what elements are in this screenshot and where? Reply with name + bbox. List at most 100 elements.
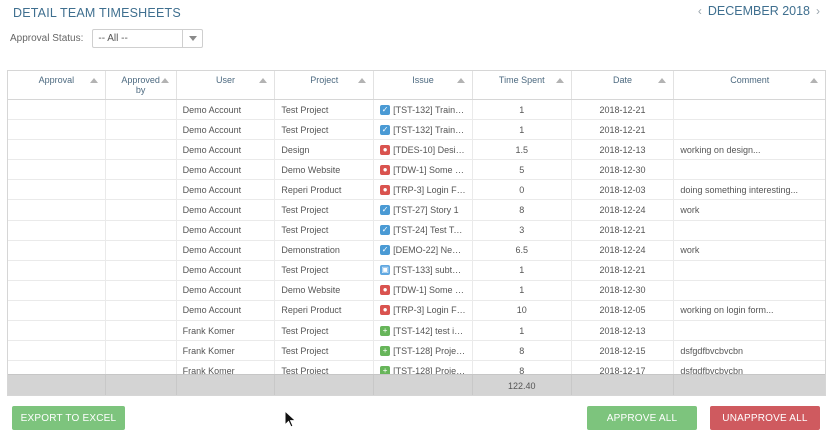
chevron-right-icon[interactable]: › — [816, 4, 820, 18]
cell-issue: ● [TRP-3] Login For... — [374, 180, 473, 200]
cell-issue: + [TST-128] Project ... — [374, 361, 473, 374]
cell-comment: dsfgdfbvcbvcbn — [680, 345, 743, 356]
cell-issue: ✓ [TST-27] Story 1 — [374, 200, 473, 220]
issue-link[interactable]: [TST-132] Training — [393, 124, 466, 135]
approval-status-select[interactable]: -- All -- — [92, 29, 204, 48]
column-header-approval[interactable]: Approval — [8, 71, 106, 99]
issue-link[interactable]: [TDW-1] Some wo... — [393, 164, 466, 175]
issue-link[interactable]: [TST-132] Training — [393, 104, 466, 115]
table-row[interactable]: Demo Account Demonstration ✓ [DEMO-22] New … — [8, 240, 825, 261]
cell-user: Demo Account — [177, 240, 276, 260]
cell-approval — [8, 240, 106, 260]
table-row[interactable]: Demo Account Test Project ▣ [TST-133] subta… — [8, 260, 825, 281]
cell-comment — [674, 221, 825, 240]
column-header-approved-by[interactable]: Approved by — [106, 71, 177, 99]
issue-link[interactable]: [TST-128] Project ... — [393, 365, 466, 374]
cell-user: Demo Account — [177, 220, 276, 240]
column-header-label: Approval — [38, 75, 75, 85]
cell-project: Design — [275, 140, 375, 160]
cell-approval — [8, 260, 106, 280]
cell-issue: ●[TDW-1] Some wo... — [374, 280, 473, 300]
table-body[interactable]: Demo Account Test Project ✓ [TST-132] Train… — [8, 100, 825, 374]
table-row[interactable]: Demo Account Reperi Product ● [TRP-3] Login… — [8, 180, 825, 201]
sort-icon[interactable] — [160, 78, 169, 83]
approval-status-label: Approval Status: — [10, 33, 84, 44]
column-header-comment[interactable]: Comment — [674, 71, 825, 99]
sort-icon[interactable] — [555, 78, 564, 83]
table-row[interactable]: Demo Account Demo Website ● [TDW-1] Some wo… — [8, 280, 825, 301]
issue-link[interactable]: [DEMO-22] New s... — [393, 245, 466, 256]
table-row[interactable]: Demo Account Test Project ✓ [TST-24] Test T… — [8, 220, 825, 241]
cell-project: Test Project — [275, 341, 375, 361]
column-header-label: Project — [310, 75, 339, 85]
issue-link[interactable]: [TDW-1] Some wo... — [393, 285, 466, 296]
table-row[interactable]: Demo Account Test Project ✓ [TST-27] Story … — [8, 200, 825, 221]
cell-approval — [8, 120, 106, 140]
cell-date: 2018-12-05 — [572, 300, 675, 321]
column-header-time[interactable]: Time Spent — [473, 71, 572, 99]
issue-link[interactable]: [TRP-3] Login For... — [393, 184, 466, 195]
column-header-user[interactable]: User — [177, 71, 276, 99]
cell-time: 8 — [473, 341, 572, 361]
table-row[interactable]: Frank Komer Test Project + [TST-128] Projec… — [8, 341, 825, 362]
export-to-excel-button[interactable]: EXPORT TO EXCEL — [12, 406, 125, 430]
task-icon: ✓ — [380, 104, 391, 115]
footer-cell-issue — [374, 375, 473, 395]
sort-icon[interactable] — [259, 78, 268, 83]
cell-comment — [674, 160, 825, 179]
issue-link[interactable]: [TRP-3] Login For... — [393, 305, 466, 316]
bug-icon: ● — [380, 164, 391, 175]
issue-link[interactable]: [TDES-10] Design ... — [393, 144, 466, 155]
task-icon: ✓ — [380, 225, 391, 236]
cell-approval — [8, 321, 106, 341]
table-row[interactable]: Demo Account Test Project ✓ [TST-132] Train… — [8, 100, 825, 121]
table-row[interactable]: Demo Account Demo Website ● [TDW-1] Some wo… — [8, 160, 825, 181]
table-row[interactable]: Frank Komer Test Project + [TST-128] Projec… — [8, 361, 825, 374]
table-row[interactable]: Frank Komer Test Project + [TST-142] test i… — [8, 321, 825, 342]
issue-link[interactable]: [TST-24] Test Task 3 — [393, 225, 466, 236]
cell-project: Test Project — [275, 220, 375, 240]
chevron-down-icon[interactable] — [182, 30, 202, 47]
sort-icon[interactable] — [89, 78, 98, 83]
column-header-label: Date — [613, 75, 633, 85]
issue-link[interactable]: [TST-128] Project ... — [393, 345, 466, 356]
month-label: DECEMBER 2018 — [707, 4, 810, 18]
column-header-date[interactable]: Date — [572, 71, 675, 99]
column-header-issue[interactable]: Issue — [374, 71, 473, 99]
cell-date: 2018-12-15 — [572, 341, 675, 361]
cell-time: 5 — [473, 160, 572, 180]
sort-icon[interactable] — [658, 78, 667, 83]
task-icon: ✓ — [380, 124, 391, 135]
cell-approved-by — [106, 240, 177, 260]
unapprove-all-button[interactable]: UNAPPROVE ALL — [710, 406, 820, 430]
issue-link[interactable]: [TST-133] subtask — [393, 265, 466, 276]
cell-approval — [8, 220, 106, 240]
cell-approval — [8, 160, 106, 180]
cell-date: 2018-12-13 — [572, 140, 675, 160]
cell-project: Reperi Product — [275, 300, 375, 321]
chevron-left-icon[interactable]: ‹ — [697, 4, 702, 18]
issue-link[interactable]: [TST-27] Story 1 — [393, 205, 459, 216]
cell-time: 1 — [473, 120, 572, 140]
cell-project: Test Project — [275, 361, 375, 374]
sort-icon[interactable] — [810, 78, 819, 83]
cell-approval — [8, 100, 106, 120]
cell-time: 1 — [473, 100, 572, 120]
sort-icon[interactable] — [456, 78, 465, 83]
cell-issue: ✓ [TST-132] Training — [374, 120, 473, 140]
cell-user: Demo Account — [177, 200, 276, 220]
table-row[interactable]: Demo Account Reperi Product ● [TRP-3] Login… — [8, 300, 825, 322]
sort-icon[interactable] — [358, 78, 367, 83]
cell-approval — [8, 140, 106, 160]
issue-link[interactable]: [TST-142] test issue — [393, 325, 466, 336]
approve-all-button[interactable]: APPROVE ALL — [587, 406, 697, 430]
cell-date: 2018-12-24 — [572, 240, 675, 260]
cell-project: Demo Website — [275, 280, 375, 300]
table-row[interactable]: Demo Account Test Project ✓ [TST-132] Train… — [8, 120, 825, 141]
cell-issue: ▣ [TST-133] subtask — [374, 260, 473, 280]
column-header-project[interactable]: Project — [275, 71, 375, 99]
cell-comment: working on design... — [680, 144, 761, 155]
cell-date: 2018-12-30 — [572, 160, 675, 180]
cell-user: Demo Account — [177, 100, 276, 120]
